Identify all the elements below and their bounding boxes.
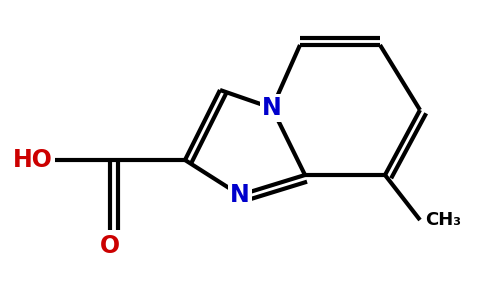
Text: O: O <box>100 234 120 258</box>
Text: HO: HO <box>13 148 53 172</box>
Text: N: N <box>262 96 282 120</box>
Text: N: N <box>230 183 250 207</box>
Text: CH₃: CH₃ <box>425 211 461 229</box>
